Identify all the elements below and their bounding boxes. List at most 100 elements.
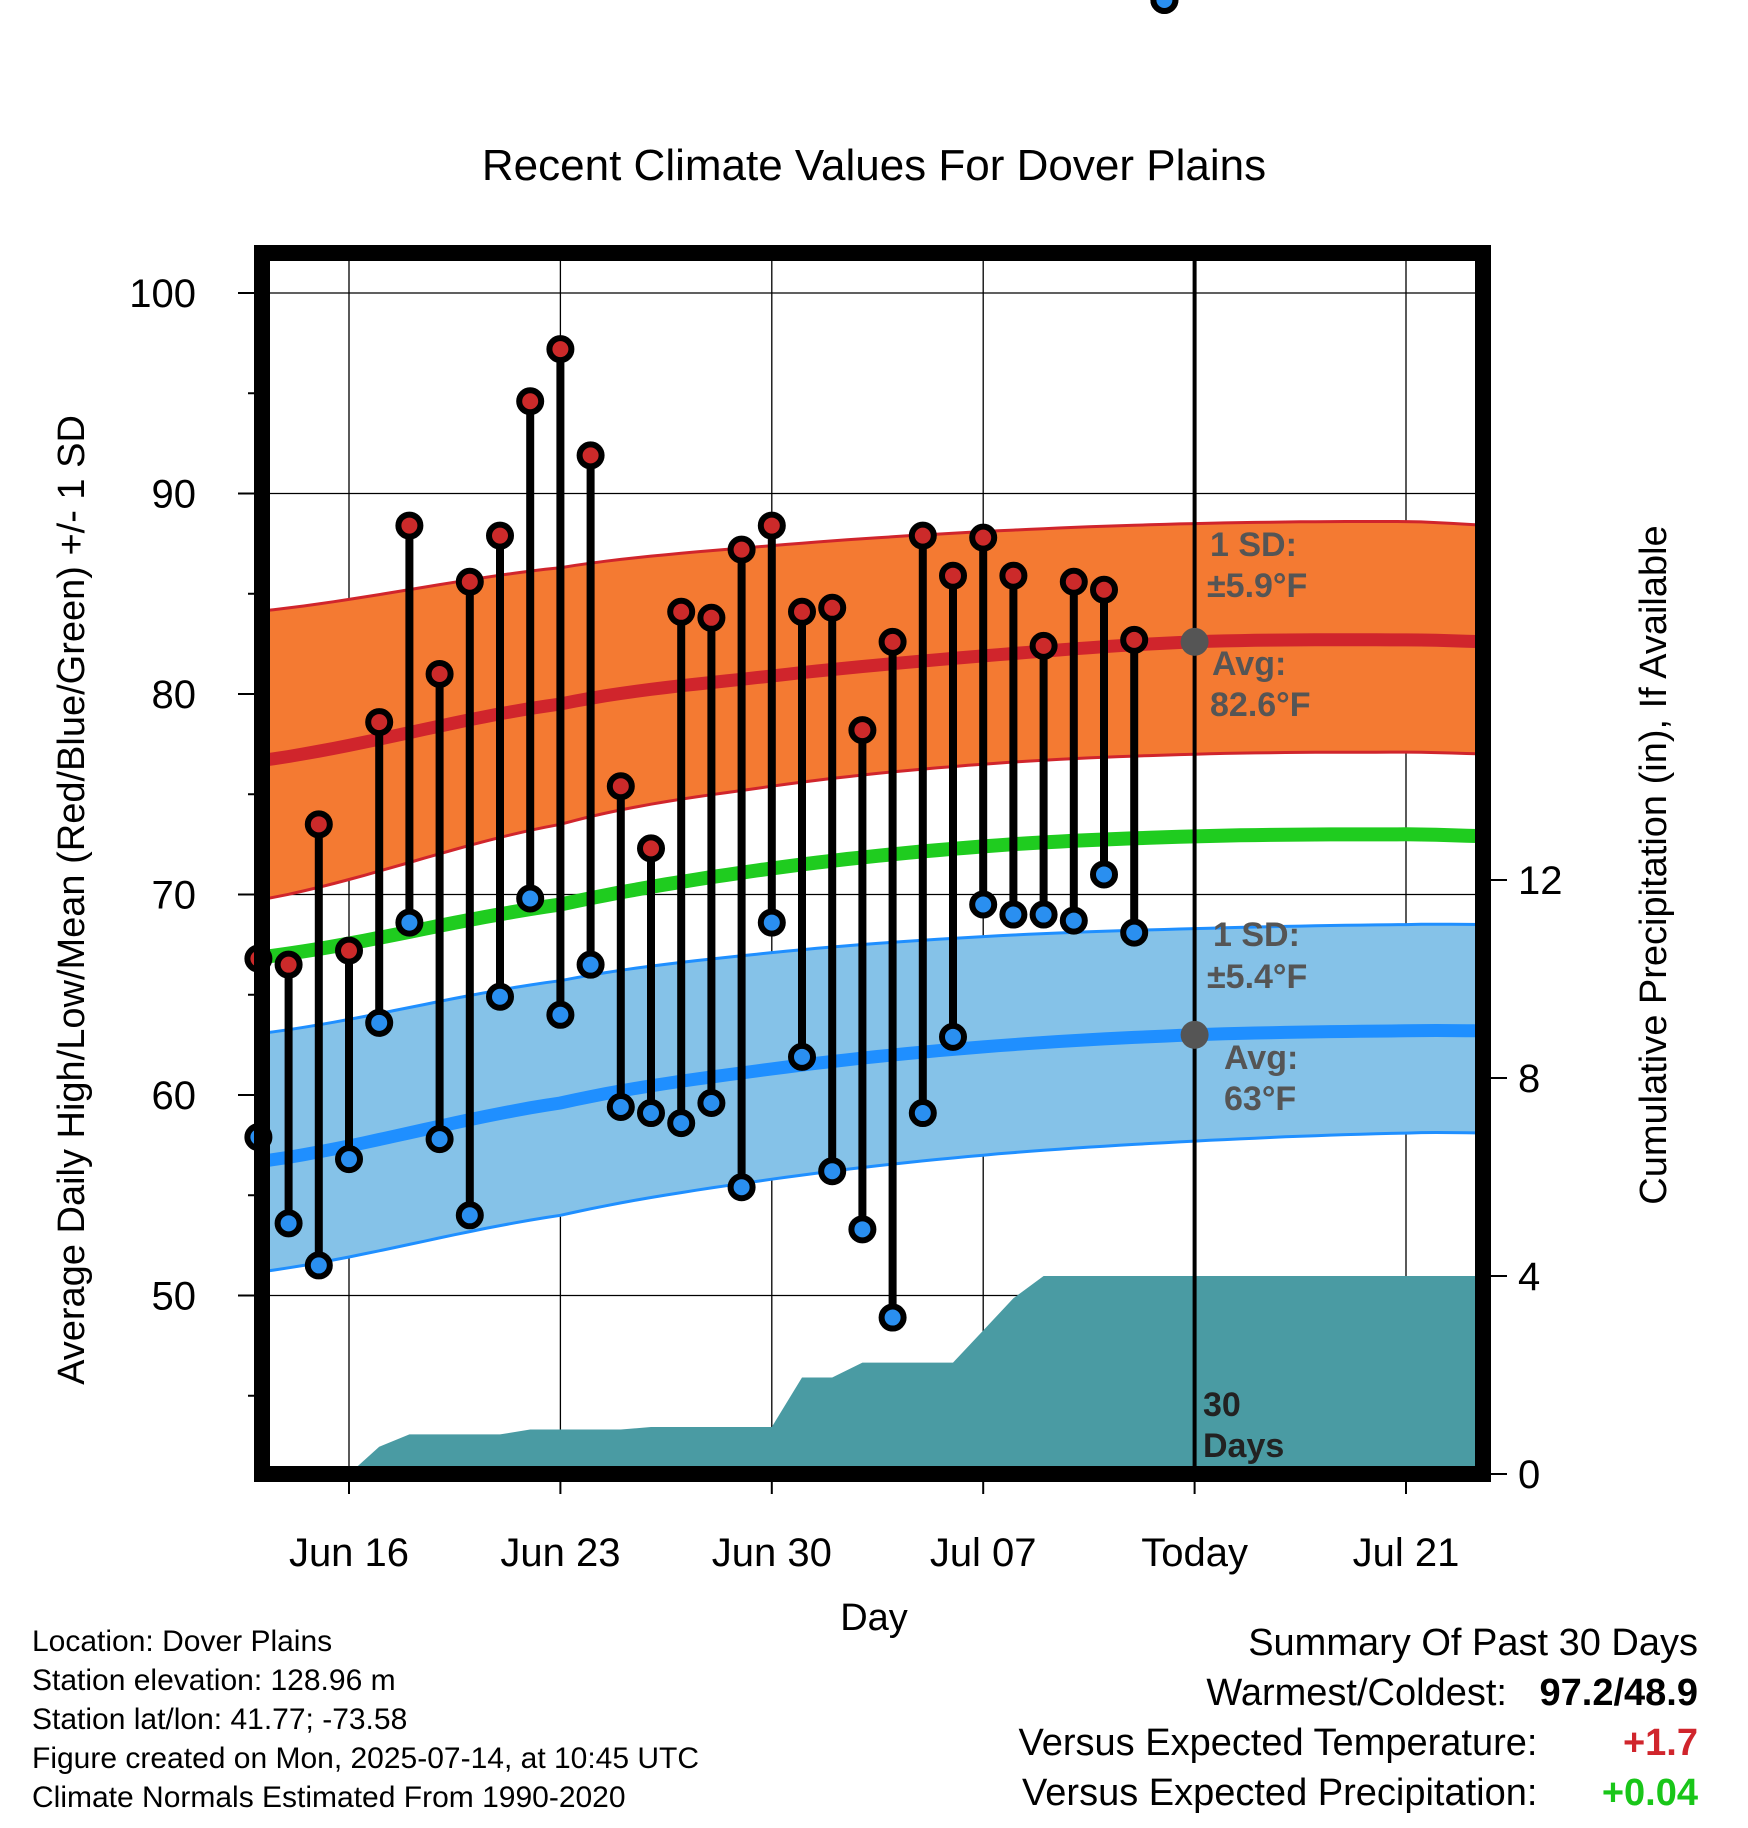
daily-high-point <box>818 593 847 622</box>
daily-high-point <box>757 511 786 540</box>
daily-high-point <box>1059 567 1088 596</box>
daily-low-point <box>486 982 514 1011</box>
daily-high-point <box>878 627 907 656</box>
warm-cold-label: Warmest/Coldest: <box>1206 1672 1507 1714</box>
daily-low-point <box>606 1093 635 1122</box>
normals-text: Climate Normals Estimated From 1990-2020 <box>32 1781 626 1814</box>
warm-cold-value: 97.2/48.9 <box>1539 1672 1698 1714</box>
daily-low-point <box>1120 918 1149 947</box>
y2-tick-label: 12 <box>1518 859 1563 903</box>
elevation-text: Station elevation: 128.96 m <box>32 1664 396 1697</box>
daily-low-point <box>516 884 545 913</box>
precip-value: +0.04 <box>1601 1772 1698 1814</box>
high-sd-band-upper-edge <box>262 520 1483 613</box>
daily-low-point <box>848 1215 877 1244</box>
x-tick-label: Jul 07 <box>930 1531 1037 1575</box>
daily-high-point <box>304 810 333 839</box>
temp-value: +1.7 <box>1622 1722 1698 1764</box>
daily-low-point <box>637 1099 665 1128</box>
daily-low-point <box>1150 0 1179 14</box>
y-tick-label: 70 <box>152 874 197 918</box>
daily-high-point <box>606 772 635 801</box>
daily-high-point <box>1029 631 1058 660</box>
daily-high-point <box>455 567 484 596</box>
today-high-avg-marker <box>1180 627 1209 656</box>
daily-low-point <box>455 1201 484 1230</box>
daily-low-point <box>727 1173 756 1202</box>
daily-low-point <box>878 1303 907 1332</box>
daily-high-point <box>939 561 967 590</box>
y-tick-label: 50 <box>152 1275 197 1319</box>
y2-tick-label: 4 <box>1518 1255 1540 1299</box>
summary-temp: Versus Expected Temperature: +1.7 <box>1019 1718 1698 1768</box>
plot-frame <box>254 245 1491 1482</box>
daily-high-point <box>697 603 726 632</box>
x-tick-label: Jun 23 <box>500 1531 620 1575</box>
y-tick-label: 60 <box>152 1074 197 1118</box>
y2-tick-label: 8 <box>1518 1057 1540 1101</box>
daily-low-point <box>425 1125 454 1154</box>
low-sd-label: 1 SD: <box>1213 916 1300 954</box>
y-tick-label: 90 <box>152 473 197 517</box>
x-tick-label: Today <box>1141 1531 1248 1575</box>
daily-low-point <box>697 1089 726 1118</box>
daily-low-point <box>546 1000 575 1029</box>
daily-high-point <box>727 535 756 564</box>
station-info: Location: Dover Plains Station elevation… <box>32 1622 699 1817</box>
daily-high-point <box>516 387 545 416</box>
daily-high-point <box>335 936 363 965</box>
daily-high-point <box>667 597 696 626</box>
x-axis-title: Day <box>840 1597 908 1639</box>
daily-low-point <box>667 1109 696 1138</box>
precipitation-area <box>349 1276 1483 1474</box>
daily-high-point <box>365 708 394 737</box>
daily-high-point <box>1090 575 1118 604</box>
daily-high-point <box>999 561 1028 590</box>
daily-low-point <box>908 1099 937 1128</box>
y-tick-label: 100 <box>129 272 196 316</box>
daily-low-point <box>1090 860 1118 889</box>
daily-high-point <box>486 521 514 550</box>
daily-low-point <box>274 1209 303 1238</box>
x-tick-label: Jun 30 <box>712 1531 832 1575</box>
daily-low-point <box>999 900 1028 929</box>
high-avg-value: 82.6°F <box>1210 686 1311 724</box>
location-text: Location: Dover Plains <box>32 1625 333 1658</box>
summary-warm-cold: Warmest/Coldest: 97.2/48.9 <box>1019 1668 1698 1718</box>
daily-high-point <box>274 950 303 979</box>
precip-label: Versus Expected Precipitation: <box>1022 1772 1538 1814</box>
low-sd-value: ±5.4°F <box>1207 958 1307 996</box>
daily-low-point <box>1029 900 1058 929</box>
daily-low-point <box>304 1251 333 1280</box>
x-tick-label: Jul 21 <box>1353 1531 1460 1575</box>
temp-label: Versus Expected Temperature: <box>1018 1722 1538 1764</box>
daily-low-point <box>365 1008 394 1037</box>
summary-panel: Summary Of Past 30 Days Warmest/Coldest:… <box>1019 1618 1698 1818</box>
daily-low-point <box>788 1042 816 1071</box>
y2-axis-title: Cumulative Precipitation (in), If Availa… <box>1633 525 1675 1204</box>
summary-precip: Versus Expected Precipitation: +0.04 <box>1019 1768 1698 1818</box>
high-avg-label: Avg: <box>1212 645 1286 683</box>
high-sd-value: ±5.9°F <box>1207 567 1307 605</box>
high-sd-label: 1 SD: <box>1210 526 1297 564</box>
daily-high-point <box>395 511 424 540</box>
x-tick-label: Jun 16 <box>289 1531 409 1575</box>
daily-high-point <box>637 834 665 863</box>
daily-high-point <box>546 335 575 364</box>
window-label-number: 30 <box>1203 1386 1241 1424</box>
y-tick-label: 80 <box>152 673 197 717</box>
daily-high-point <box>848 716 877 745</box>
daily-high-point <box>788 597 816 626</box>
chart-title: Recent Climate Values For Dover Plains <box>482 141 1266 190</box>
daily-high-point <box>969 523 998 552</box>
daily-high-point <box>1120 625 1149 654</box>
daily-high-point <box>908 521 937 550</box>
daily-low-point <box>757 908 786 937</box>
daily-low-point <box>969 890 998 919</box>
latlon-text: Station lat/lon: 41.77; -73.58 <box>32 1703 408 1736</box>
window-label-unit: Days <box>1203 1427 1284 1465</box>
high-sd-band <box>262 521 1483 900</box>
plot-area: 50 60 70 80 90 100 0 4 8 12 Jun 16 Jun 23 Jun 30 Jul … <box>129 0 1563 1575</box>
low-avg-label: Avg: <box>1224 1039 1298 1077</box>
daily-high-point <box>576 441 605 470</box>
